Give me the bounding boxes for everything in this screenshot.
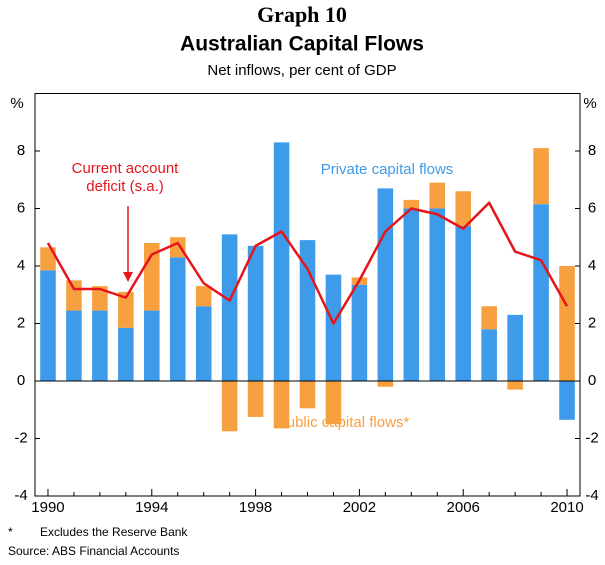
- bar: [559, 266, 575, 381]
- bar: [169, 257, 186, 381]
- y2-tick-label: 8: [588, 142, 596, 159]
- y2-tick-label: 4: [588, 257, 596, 274]
- bar: [429, 208, 446, 381]
- bar: [377, 188, 394, 381]
- y-tick-label: -2: [14, 429, 27, 446]
- chart-description: Net inflows, per cent of GDP: [207, 62, 396, 79]
- series-label: Private capital flows: [321, 161, 454, 178]
- bar: [455, 225, 471, 381]
- y-tick-label: 8: [17, 142, 25, 159]
- bar: [247, 381, 264, 417]
- chart-title: Graph 10: [257, 2, 347, 27]
- y2-tick-label: 0: [588, 372, 596, 389]
- y-tick-label: -4: [14, 487, 27, 504]
- x-tick-label: 1998: [239, 499, 272, 516]
- footnote-mark: *: [8, 525, 13, 539]
- bar: [299, 381, 316, 409]
- bar: [195, 306, 212, 381]
- x-tick-label: 1990: [31, 499, 64, 516]
- bar: [455, 191, 471, 226]
- bar: [221, 234, 238, 381]
- bar: [403, 208, 420, 381]
- bar: [533, 148, 549, 205]
- x-tick-label: 1994: [135, 499, 168, 516]
- bar: [92, 310, 108, 381]
- bar: [40, 247, 56, 271]
- bar: [429, 182, 446, 209]
- line: [46, 201, 569, 325]
- bar: [507, 381, 523, 390]
- y2-axis-unit: %: [583, 95, 596, 112]
- bar: [533, 204, 549, 381]
- bar: [118, 291, 134, 328]
- bar: [144, 310, 160, 381]
- bar: [481, 306, 497, 330]
- y2-tick-label: 2: [588, 314, 596, 331]
- y-axis-unit: %: [10, 95, 23, 112]
- bar: [40, 270, 56, 381]
- bar: [559, 381, 575, 420]
- bar: [507, 314, 523, 381]
- annotation-arrowhead: [123, 272, 133, 282]
- bar: [325, 274, 342, 381]
- bar: [273, 381, 290, 429]
- bar: [273, 142, 290, 381]
- bar: [169, 237, 186, 258]
- x-tick-label: 2006: [447, 499, 480, 516]
- bar: [247, 245, 264, 381]
- bar: [195, 286, 212, 307]
- bar: [377, 381, 394, 387]
- chart-subtitle: Australian Capital Flows: [180, 33, 424, 56]
- y-tick-label: 6: [17, 199, 25, 216]
- y-tick-label: 2: [17, 314, 25, 331]
- source: Source: ABS Financial Accounts: [8, 544, 179, 558]
- series-label: Public capital flows*: [277, 414, 410, 431]
- bar: [92, 286, 108, 311]
- y-tick-label: 4: [17, 257, 25, 274]
- bar: [66, 310, 82, 381]
- y-tick-label: 0: [17, 372, 25, 389]
- bar: [351, 284, 368, 381]
- y2-tick-label: 6: [588, 199, 596, 216]
- x-tick-label: 2010: [550, 499, 583, 516]
- bar: [403, 199, 420, 209]
- bar: [66, 280, 82, 311]
- series-label: Current account deficit (s.a.): [71, 160, 179, 195]
- y2-tick-label: -2: [585, 429, 598, 446]
- bar: [481, 329, 497, 381]
- y2-tick-label: -4: [585, 487, 598, 504]
- footnote: Excludes the Reserve Bank: [40, 525, 188, 539]
- bar: [221, 381, 238, 432]
- bar: [118, 327, 134, 381]
- x-tick-label: 2002: [343, 499, 376, 516]
- bar: [325, 381, 342, 425]
